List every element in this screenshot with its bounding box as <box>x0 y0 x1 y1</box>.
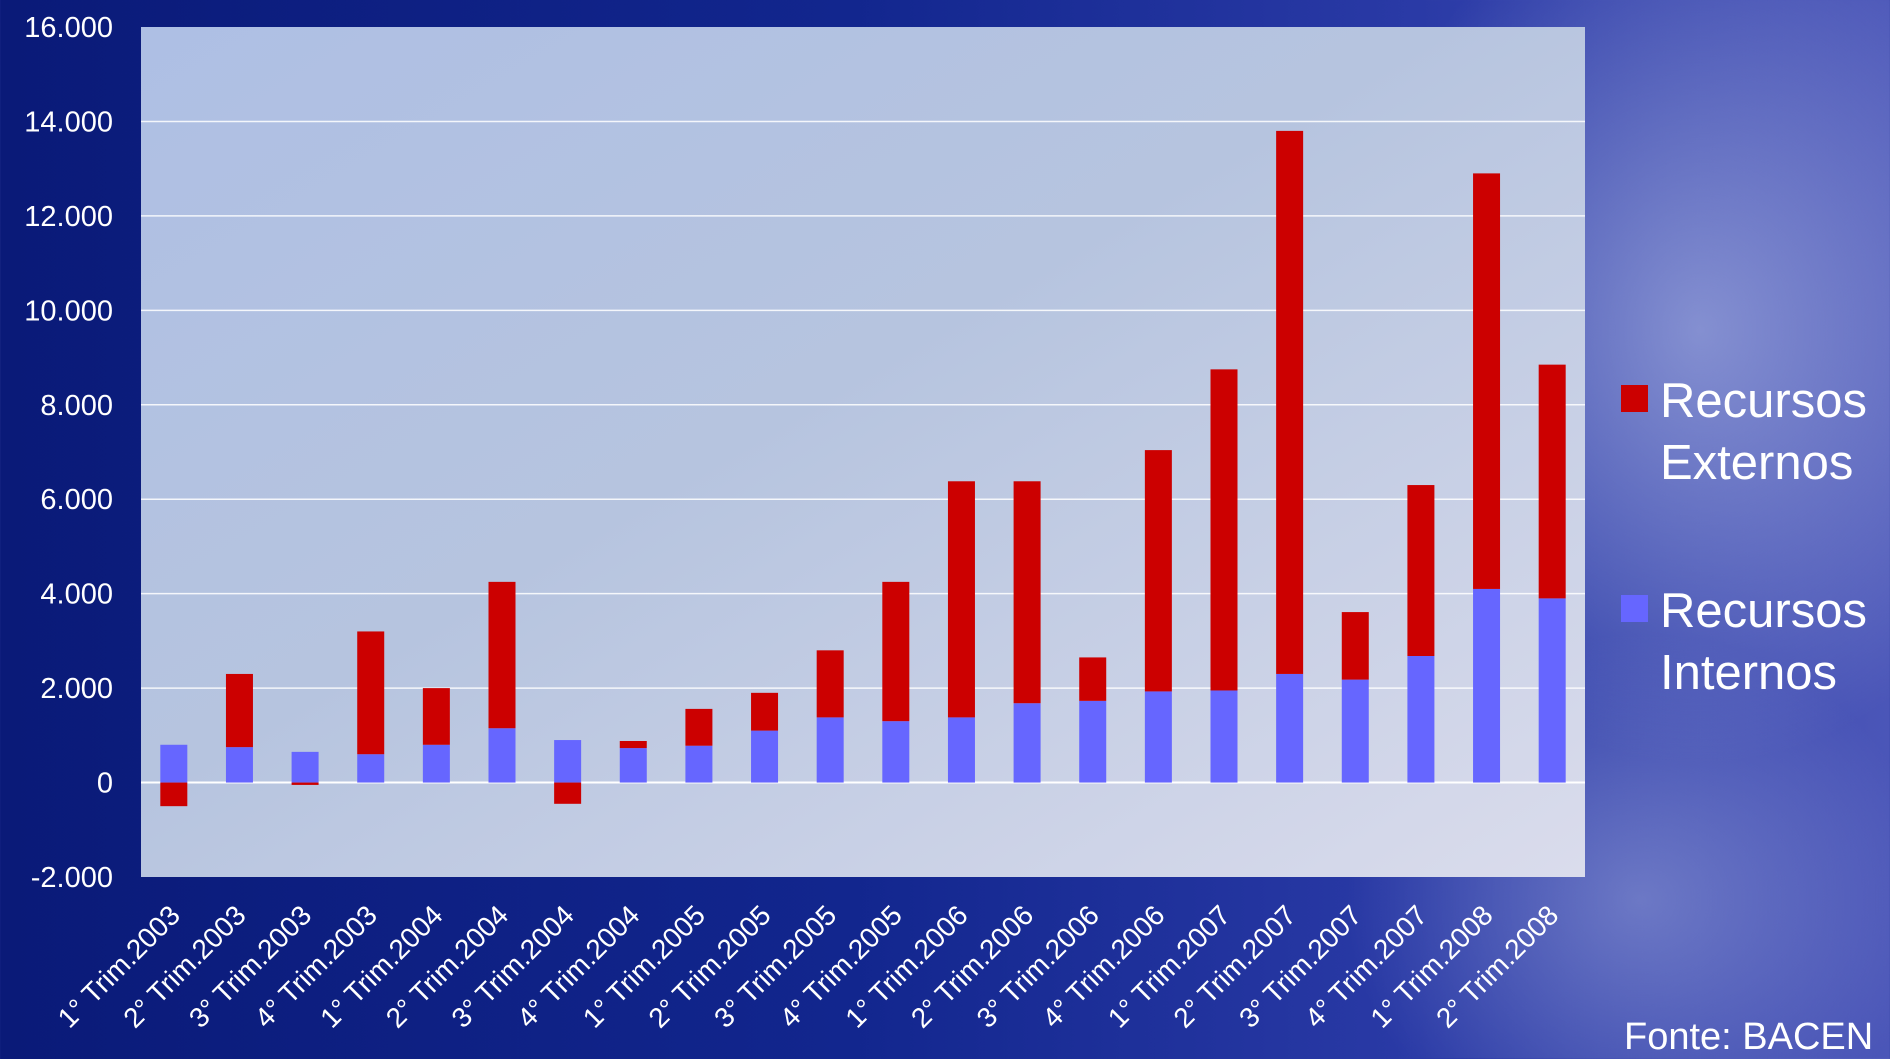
y-axis-tick-labels: 16.000 14.000 12.000 10.000 8.000 6.000 4.000 2… <box>24 12 113 894</box>
bar-segment <box>1407 485 1435 656</box>
y-tick-label: -2.000 <box>31 862 113 894</box>
bar-segment <box>1341 679 1369 783</box>
bar-segment <box>225 747 253 783</box>
bar-segment <box>1079 657 1107 701</box>
bar-segment <box>554 740 582 783</box>
bar-segment <box>1538 598 1566 783</box>
bar-segment <box>816 650 844 718</box>
bar-segment <box>1276 673 1304 783</box>
legend-label: Internos <box>1660 646 1837 700</box>
y-tick-label: 2.000 <box>40 673 113 705</box>
bar-segment <box>422 688 450 745</box>
bar-segment <box>488 728 516 783</box>
y-tick-label: 12.000 <box>24 201 113 233</box>
bar-segment <box>1210 369 1238 691</box>
bar-segment <box>947 481 975 718</box>
bar-segment <box>685 708 713 746</box>
legend-label: Recursos <box>1660 584 1867 638</box>
bar-segment <box>1407 656 1435 783</box>
bar-segment <box>1341 612 1369 680</box>
legend-label: Externos <box>1660 436 1853 490</box>
y-tick-label: 0 <box>97 768 113 800</box>
source-note: Fonte: BACEN <box>1624 1016 1874 1058</box>
bar-segment <box>160 782 188 807</box>
bars <box>160 130 1566 807</box>
bar-segment <box>357 631 385 755</box>
bar-segment <box>488 581 516 729</box>
y-tick-label: 10.000 <box>24 295 113 327</box>
bar-segment <box>685 745 713 783</box>
bar-segment <box>1144 450 1172 692</box>
bar-segment <box>1013 703 1041 783</box>
bar-segment <box>422 744 450 783</box>
bar-segment <box>1013 481 1041 704</box>
bar-segment <box>1276 130 1304 674</box>
legend-label: Recursos <box>1660 374 1867 428</box>
bar-segment <box>1079 700 1107 783</box>
y-tick-label: 4.000 <box>40 579 113 611</box>
bar-segment <box>1538 364 1566 599</box>
bar-segment <box>160 744 188 783</box>
bar-segment <box>947 717 975 783</box>
bar-segment <box>291 751 319 783</box>
bar-segment <box>619 748 647 783</box>
bar-segment <box>1210 690 1238 783</box>
y-tick-label: 8.000 <box>40 390 113 422</box>
legend-swatch <box>1621 595 1648 622</box>
bar-segment <box>554 782 582 804</box>
bar-segment <box>1473 173 1501 589</box>
bar-segment <box>1473 588 1501 783</box>
bar-segment <box>751 730 779 783</box>
bar-segment <box>291 782 319 785</box>
bar-segment <box>1144 691 1172 783</box>
bar-segment <box>619 741 647 749</box>
y-tick-label: 6.000 <box>40 484 113 516</box>
y-tick-label: 14.000 <box>24 106 113 138</box>
legend: Recursos Externos Recursos Internos <box>1621 374 1867 700</box>
y-tick-label: 16.000 <box>24 12 113 44</box>
bar-segment <box>357 754 385 783</box>
bar-segment <box>751 692 779 731</box>
bar-segment <box>225 673 253 748</box>
bar-segment <box>882 581 910 722</box>
bar-segment <box>882 721 910 783</box>
bar-segment <box>816 717 844 783</box>
legend-swatch <box>1621 385 1648 412</box>
